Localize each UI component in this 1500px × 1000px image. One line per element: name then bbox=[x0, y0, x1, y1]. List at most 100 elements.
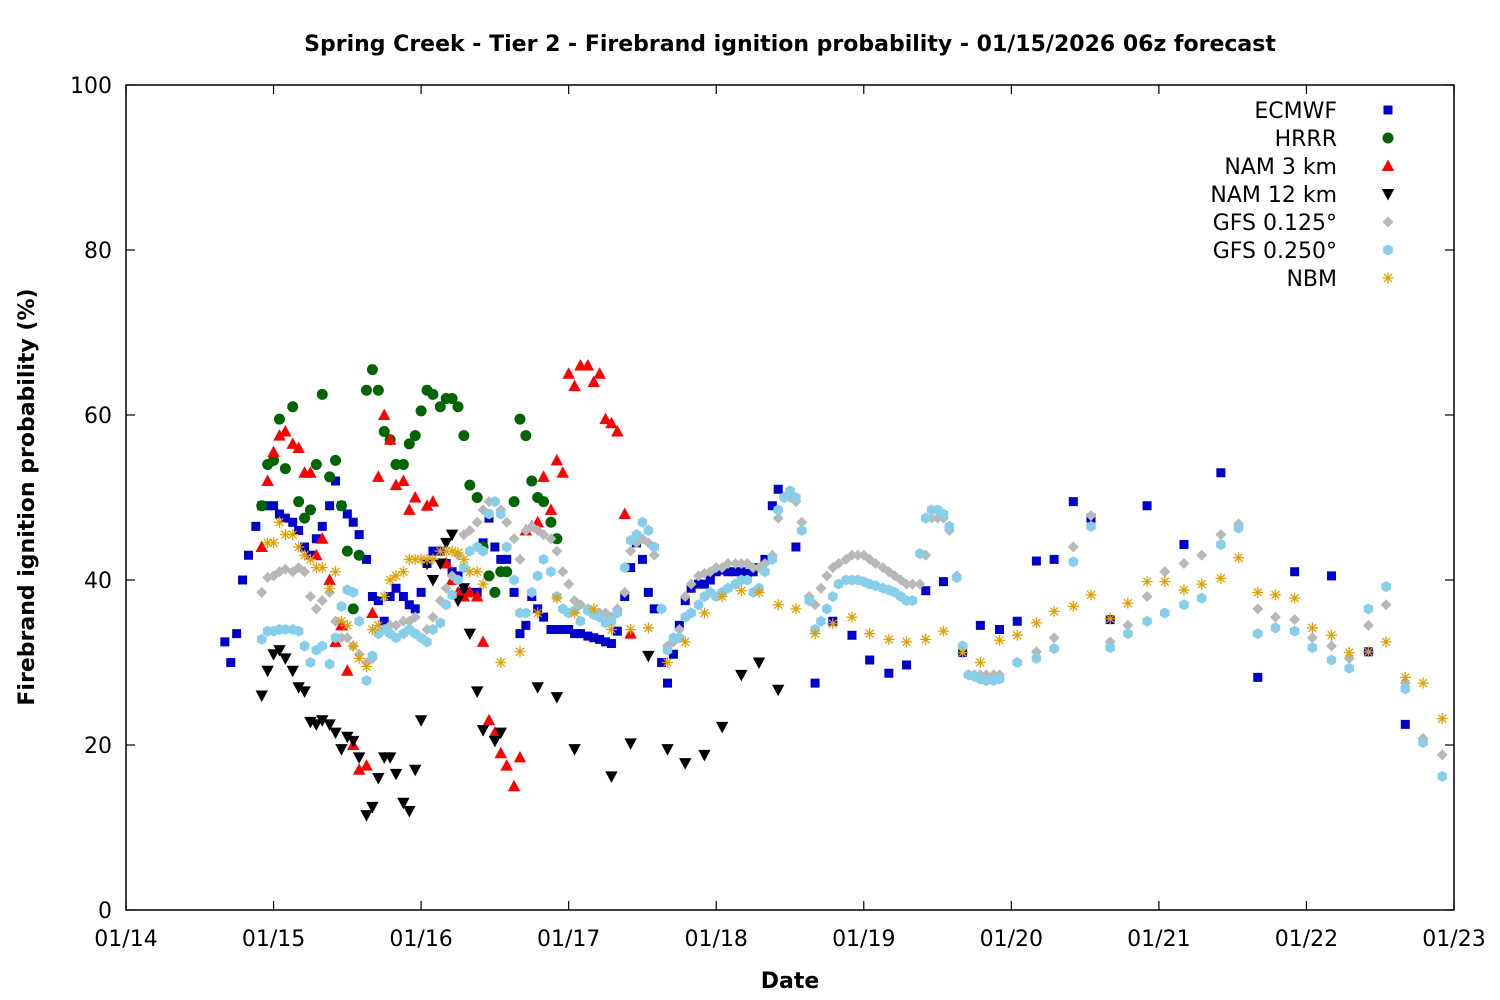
data-point-nbm bbox=[679, 636, 691, 648]
data-point-ecmwf bbox=[995, 625, 1005, 634]
data-point-gfs-0-250 bbox=[1363, 603, 1374, 615]
data-point-gfs-0-250 bbox=[822, 603, 832, 615]
data-point-nam-12-km bbox=[316, 715, 329, 727]
data-point-gfs-0-125 bbox=[1141, 591, 1153, 602]
data-point-gfs-0-250 bbox=[662, 644, 673, 656]
data-point-nbm bbox=[273, 516, 285, 528]
data-point-nbm bbox=[1362, 646, 1374, 658]
data-point-nbm bbox=[1289, 592, 1301, 604]
data-point-nam-3-km bbox=[587, 375, 600, 387]
data-point-gfs-0-250 bbox=[367, 650, 378, 662]
data-point-gfs-0-125 bbox=[471, 516, 483, 528]
data-point-nbm bbox=[532, 607, 544, 619]
data-point-gfs-0-250 bbox=[1123, 628, 1133, 640]
data-point-hrrr bbox=[434, 401, 446, 413]
data-point-nam-3-km bbox=[494, 746, 507, 759]
data-point-ecmwf bbox=[575, 629, 585, 639]
data-point-nam-12-km bbox=[698, 749, 711, 762]
data-point-gfs-0-125 bbox=[256, 586, 268, 598]
y-tick-label: 40 bbox=[84, 569, 112, 594]
data-point-gfs-0-250 bbox=[1270, 622, 1281, 634]
data-point-ecmwf bbox=[288, 517, 298, 527]
data-point-nbm bbox=[827, 618, 839, 630]
data-point-ecmwf bbox=[373, 596, 383, 606]
legend-marker-gfs-0-250 bbox=[1383, 244, 1393, 256]
data-point-nam-3-km bbox=[273, 429, 286, 441]
data-point-gfs-0-250 bbox=[1105, 642, 1115, 654]
data-point-nbm bbox=[1380, 636, 1392, 648]
data-point-gfs-0-125 bbox=[304, 591, 316, 602]
data-point-nbm bbox=[353, 652, 365, 664]
data-point-nbm bbox=[1178, 584, 1190, 596]
data-point-hrrr bbox=[316, 388, 328, 400]
data-point-nam-12-km bbox=[642, 650, 655, 663]
series-hrrr bbox=[256, 364, 563, 615]
data-point-gfs-0-125 bbox=[1289, 614, 1301, 626]
data-point-nam-3-km bbox=[550, 453, 564, 466]
data-point-ecmwf bbox=[1068, 497, 1078, 507]
data-point-hrrr bbox=[268, 454, 280, 466]
data-point-gfs-0-250 bbox=[453, 574, 463, 586]
data-point-gfs-0-250 bbox=[637, 516, 648, 528]
data-point-gfs-0-125 bbox=[397, 615, 409, 627]
data-point-ecmwf bbox=[1400, 719, 1410, 729]
data-point-gfs-0-125 bbox=[710, 562, 722, 574]
data-point-nbm bbox=[1104, 613, 1116, 625]
data-point-nbm bbox=[268, 537, 280, 549]
data-point-gfs-0-250 bbox=[422, 636, 432, 648]
data-point-ecmwf bbox=[767, 501, 777, 511]
data-point-hrrr bbox=[341, 545, 353, 557]
data-point-nbm bbox=[790, 603, 802, 615]
data-point-nam-12-km bbox=[323, 719, 336, 731]
data-point-nbm bbox=[304, 553, 316, 565]
data-point-nbm bbox=[421, 553, 433, 565]
data-point-nam-3-km bbox=[605, 416, 618, 429]
data-point-hrrr bbox=[403, 438, 415, 450]
data-point-nam-3-km bbox=[316, 532, 329, 544]
data-point-hrrr bbox=[304, 504, 316, 516]
data-point-nbm bbox=[279, 529, 291, 541]
data-point-nbm bbox=[588, 603, 600, 615]
data-point-gfs-0-250 bbox=[441, 599, 451, 611]
data-point-ecmwf bbox=[736, 567, 746, 577]
data-point-ecmwf bbox=[391, 583, 401, 593]
data-point-nam-12-km bbox=[445, 529, 459, 542]
data-point-hrrr bbox=[361, 384, 373, 396]
y-tick-label: 60 bbox=[84, 404, 112, 429]
data-point-ecmwf bbox=[300, 542, 310, 552]
data-point-hrrr bbox=[501, 566, 513, 578]
data-point-ecmwf bbox=[515, 629, 525, 639]
data-point-nbm bbox=[471, 566, 483, 578]
data-point-ecmwf bbox=[220, 637, 230, 647]
data-point-gfs-0-125 bbox=[551, 545, 563, 557]
data-point-nbm bbox=[434, 545, 446, 557]
data-point-gfs-0-125 bbox=[440, 582, 452, 594]
data-point-gfs-0-125 bbox=[316, 595, 328, 607]
data-point-nam-3-km bbox=[341, 664, 354, 676]
data-point-gfs-0-250 bbox=[643, 525, 654, 536]
data-point-nam-12-km bbox=[360, 810, 373, 822]
data-point-gfs-0-250 bbox=[1437, 770, 1447, 782]
data-point-hrrr bbox=[273, 413, 285, 425]
data-point-nbm bbox=[366, 624, 378, 635]
data-point-nam-12-km bbox=[403, 806, 416, 818]
data-point-nam-3-km bbox=[500, 759, 513, 771]
data-point-ecmwf bbox=[626, 563, 636, 573]
data-point-ecmwf bbox=[595, 634, 605, 644]
data-point-gfs-0-125 bbox=[833, 558, 845, 569]
data-point-nbm bbox=[299, 549, 311, 561]
data-point-nbm bbox=[1122, 597, 1134, 609]
data-point-nam-12-km bbox=[397, 797, 410, 810]
data-point-gfs-0-250 bbox=[619, 562, 630, 574]
data-point-nam-12-km bbox=[279, 653, 292, 665]
data-point-nam-3-km bbox=[513, 750, 527, 763]
data-point-ecmwf bbox=[730, 567, 740, 577]
data-point-hrrr bbox=[397, 459, 409, 470]
data-point-gfs-0-250 bbox=[1142, 615, 1152, 627]
data-point-ecmwf bbox=[1031, 556, 1041, 566]
data-point-gfs-0-125 bbox=[619, 586, 631, 598]
data-point-ecmwf bbox=[699, 579, 709, 589]
data-point-nam-12-km bbox=[298, 686, 311, 698]
y-axis-label: Firebrand ignition probability (%) bbox=[15, 288, 40, 705]
data-point-ecmwf bbox=[884, 668, 894, 678]
